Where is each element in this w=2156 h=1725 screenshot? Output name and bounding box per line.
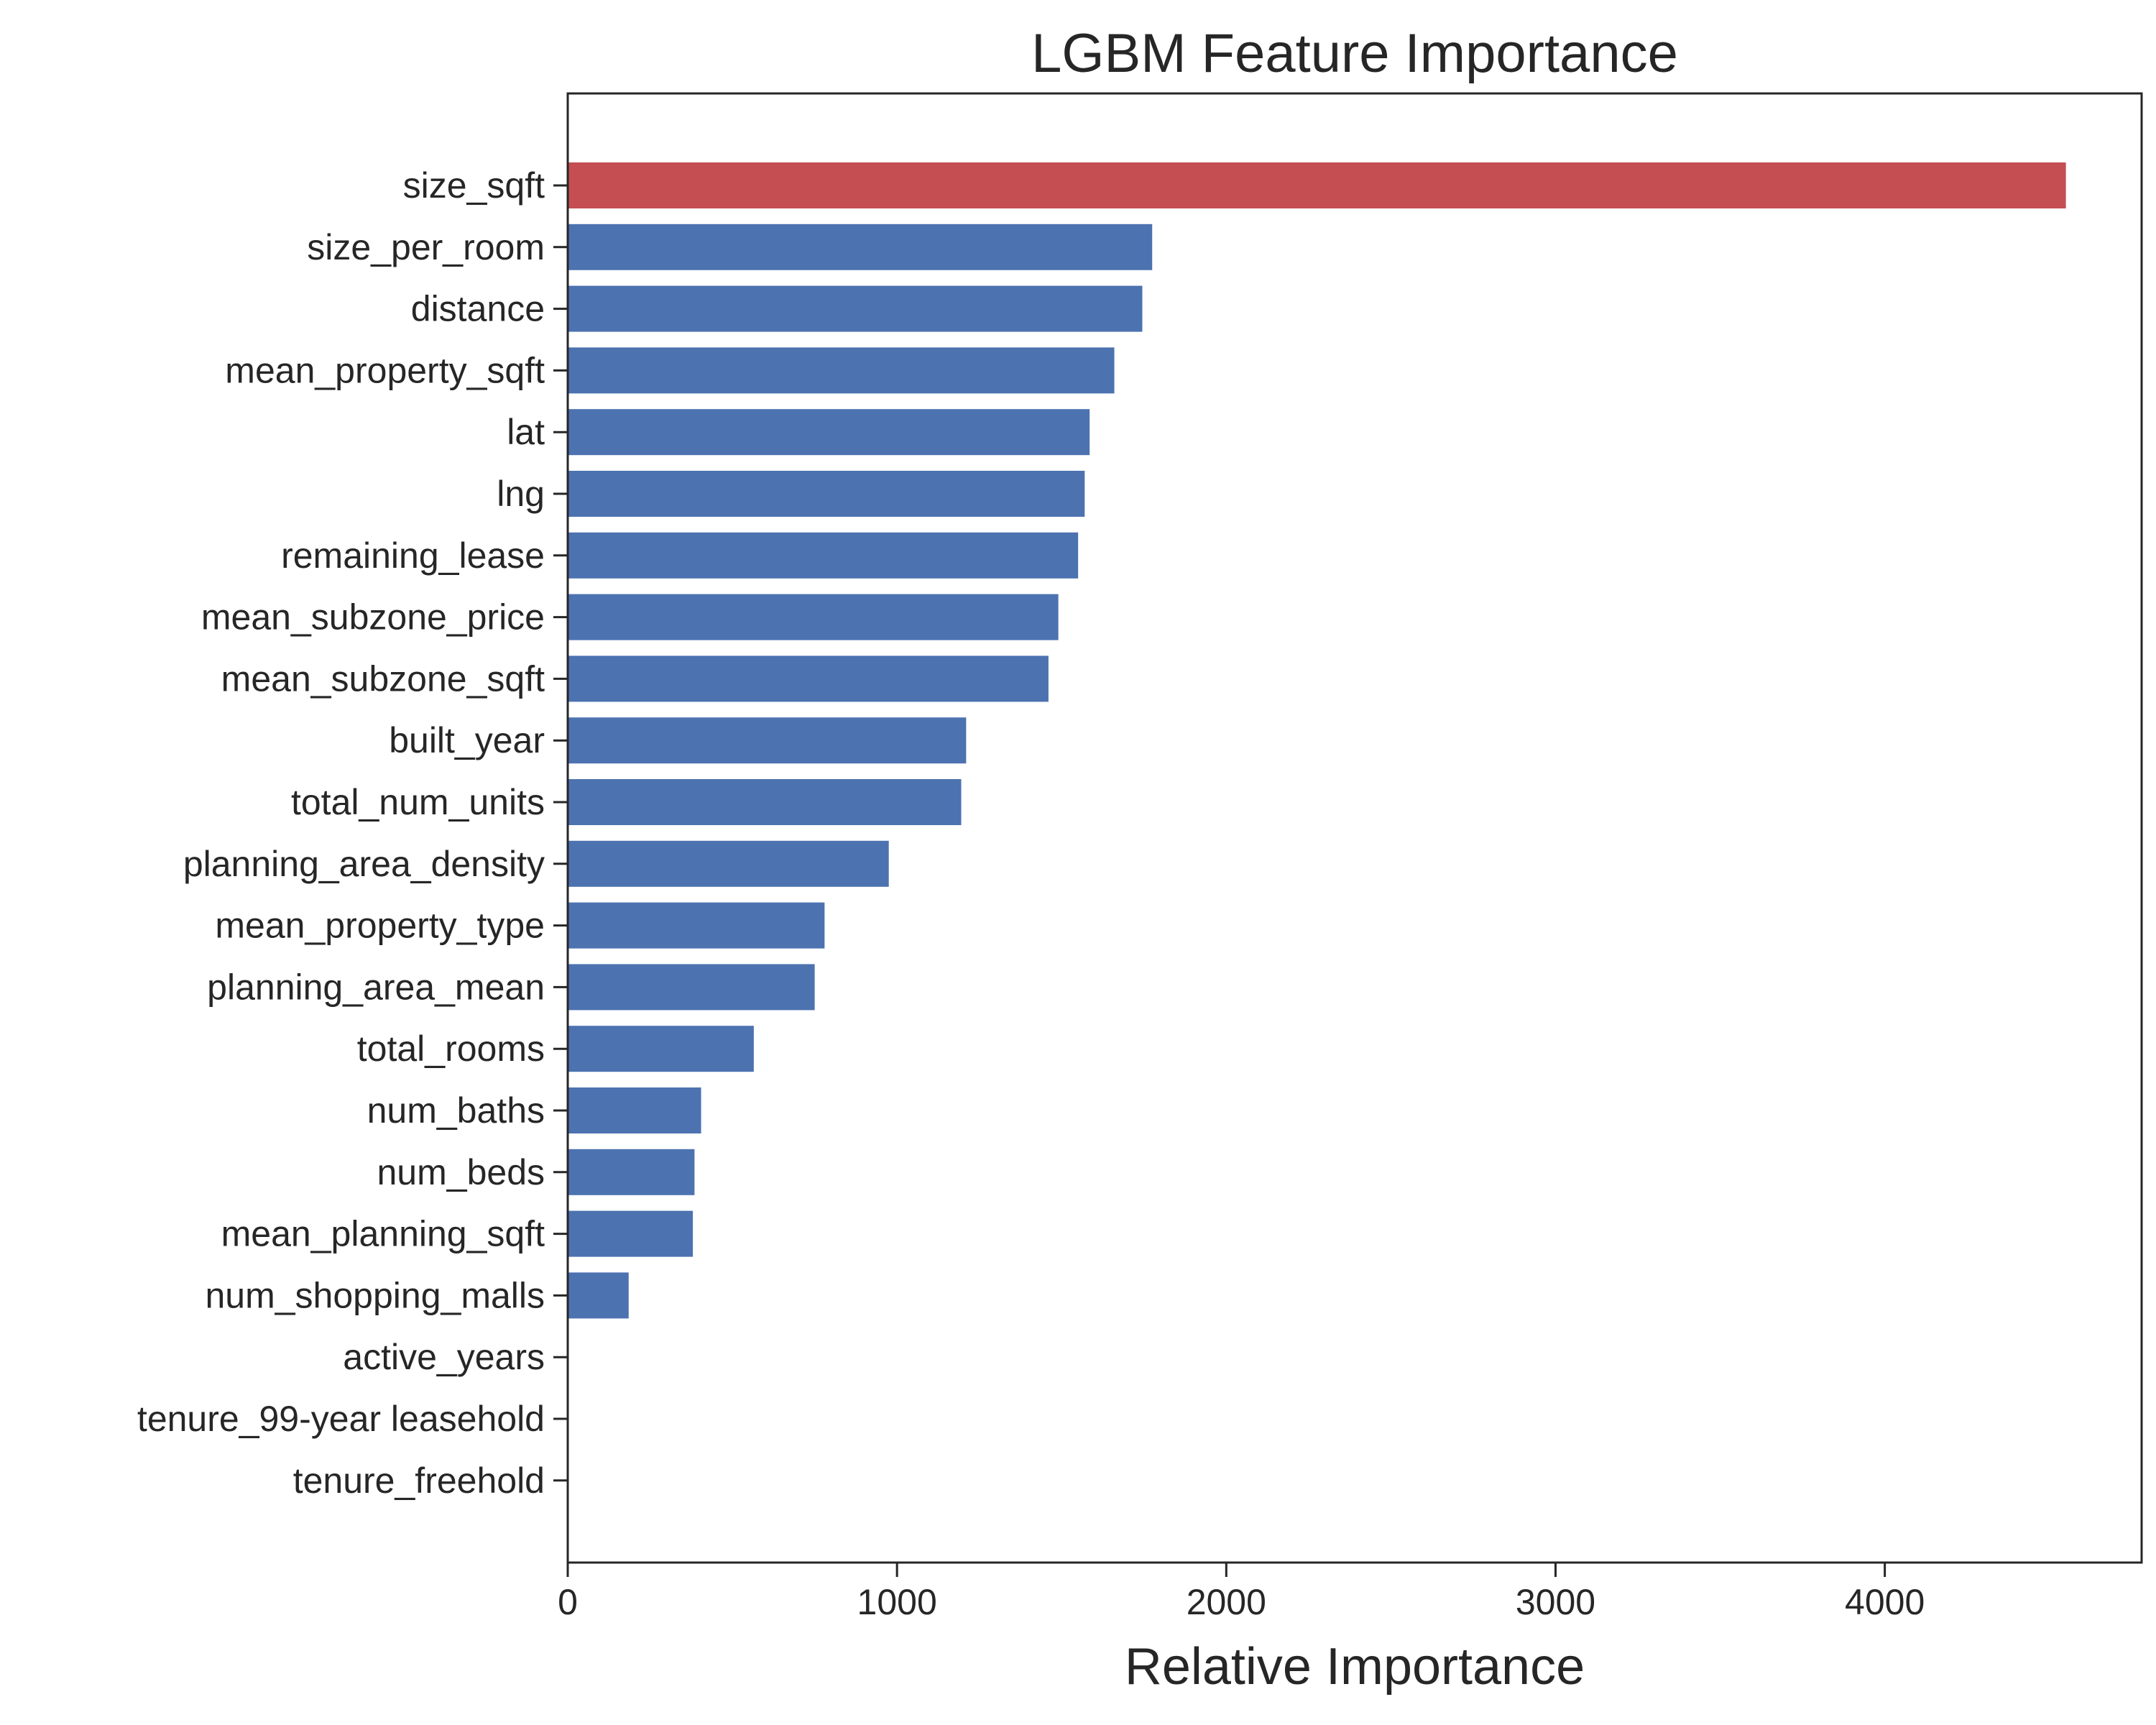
bar-17 bbox=[568, 1149, 695, 1195]
bar-7 bbox=[568, 532, 1079, 579]
y-tick-label-1: size_sqft bbox=[403, 165, 545, 206]
x-tick-label-3: 2000 bbox=[1187, 1582, 1266, 1622]
y-tick-label-3: distance bbox=[411, 289, 545, 329]
bar-14 bbox=[568, 964, 815, 1011]
bar-15 bbox=[568, 1026, 754, 1072]
y-tick-label-10: built_year bbox=[389, 720, 545, 760]
y-axis: size_sqft size_per_room distance mean_prope… bbox=[137, 165, 568, 1501]
x-axis: 0 1000 2000 3000 4000 bbox=[558, 1563, 1925, 1622]
y-tick-label-17: num_beds bbox=[377, 1152, 545, 1192]
y-tick-label-15: total_rooms bbox=[357, 1029, 545, 1069]
y-tick-label-5: lat bbox=[507, 412, 545, 452]
x-tick-label-5: 4000 bbox=[1845, 1582, 1925, 1622]
bar-9 bbox=[568, 656, 1049, 702]
y-tick-label-4: mean_property_sqft bbox=[225, 350, 545, 390]
y-tick-label-8: mean_subzone_price bbox=[201, 597, 545, 638]
y-tick-label-18: mean_planning_sqft bbox=[221, 1214, 545, 1254]
bar-19 bbox=[568, 1272, 629, 1319]
plot-frame bbox=[566, 92, 2143, 1564]
y-tick-label-11: total_num_units bbox=[291, 782, 545, 822]
x-tick-label-2: 1000 bbox=[857, 1582, 937, 1622]
y-tick-label-16: num_baths bbox=[367, 1090, 545, 1131]
y-tick-label-7: remaining_lease bbox=[281, 535, 545, 576]
x-axis-label: Relative Importance bbox=[1125, 1638, 1585, 1696]
bar-8 bbox=[568, 594, 1059, 640]
y-tick-label-13: mean_property_type bbox=[215, 906, 545, 946]
x-tick-label-1: 0 bbox=[558, 1582, 578, 1622]
bar-3 bbox=[568, 285, 1143, 332]
bar-6 bbox=[568, 471, 1085, 517]
y-tick-label-21: tenure_99-year leasehold bbox=[137, 1399, 545, 1439]
y-tick-label-12: planning_area_density bbox=[183, 844, 545, 884]
y-tick-label-14: planning_area_mean bbox=[207, 967, 545, 1007]
bar-2 bbox=[568, 224, 1153, 270]
y-tick-label-6: lng bbox=[497, 474, 545, 514]
y-tick-label-20: active_years bbox=[343, 1337, 545, 1377]
bar-10 bbox=[568, 717, 967, 764]
bar-5 bbox=[568, 409, 1090, 456]
chart-title: LGBM Feature Importance bbox=[1031, 23, 1678, 84]
bar-1 bbox=[568, 162, 2066, 208]
bar-16 bbox=[568, 1087, 701, 1133]
bar-18 bbox=[568, 1210, 694, 1257]
y-tick-label-22: tenure_freehold bbox=[293, 1460, 545, 1501]
bars-layer bbox=[568, 162, 2066, 1319]
y-tick-label-9: mean_subzone_sqft bbox=[221, 658, 545, 699]
bar-4 bbox=[568, 347, 1115, 394]
bar-13 bbox=[568, 902, 825, 949]
x-tick-label-4: 3000 bbox=[1516, 1582, 1595, 1622]
y-tick-label-2: size_per_room bbox=[307, 227, 545, 267]
bar-11 bbox=[568, 779, 962, 825]
y-tick-label-19: num_shopping_malls bbox=[205, 1275, 545, 1315]
bar-12 bbox=[568, 840, 889, 887]
